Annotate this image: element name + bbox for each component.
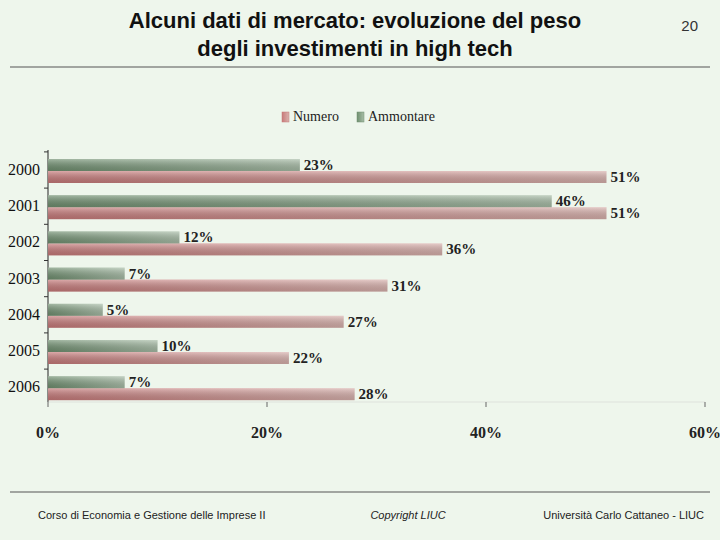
bar	[48, 243, 442, 255]
bar-shade	[48, 243, 442, 255]
data-label: 28%	[359, 386, 389, 402]
data-label: 27%	[348, 314, 378, 330]
page-number: 20	[681, 17, 698, 34]
bar	[48, 280, 387, 292]
x-tick-label: 40%	[470, 424, 502, 441]
data-label: 46%	[556, 193, 586, 209]
slide: Alcuni dati di mercato: evoluzione del p…	[0, 0, 720, 540]
bar	[48, 316, 344, 328]
data-label: 36%	[446, 241, 476, 257]
category-tick	[44, 369, 48, 370]
x-tick-label: 0%	[36, 424, 60, 441]
x-tick-label: 60%	[689, 424, 720, 441]
category-tick	[44, 151, 48, 152]
data-label: 7%	[129, 266, 152, 282]
data-label: 23%	[304, 157, 334, 173]
bar	[48, 231, 179, 243]
footer-center: Copyright LIUC	[370, 509, 445, 521]
category-label: 2001	[8, 197, 40, 214]
slide-title: Alcuni dati di mercato: evoluzione del p…	[129, 8, 581, 33]
bar	[48, 388, 355, 400]
x-tick	[486, 402, 487, 407]
data-label: 10%	[162, 338, 192, 354]
data-label: 7%	[129, 374, 152, 390]
data-label: 51%	[610, 169, 640, 185]
footer-left: Corso di Economia e Gestione delle Impre…	[38, 509, 265, 521]
title-rule	[10, 67, 710, 68]
category-tick	[44, 260, 48, 261]
bar	[48, 268, 125, 280]
bar-shade	[48, 388, 355, 400]
bar	[48, 159, 300, 171]
bar-shade	[48, 195, 552, 207]
bar	[48, 376, 125, 388]
x-tick-label: 20%	[251, 424, 283, 441]
slide-title: degli investimenti in high tech	[197, 36, 512, 61]
bar	[48, 195, 552, 207]
category-label: 2000	[8, 161, 40, 178]
bar-shade	[48, 304, 103, 316]
category-label: 2006	[8, 378, 40, 395]
x-tick	[705, 402, 706, 407]
category-tick	[44, 224, 48, 225]
data-label: 51%	[610, 205, 640, 221]
data-label: 31%	[391, 278, 421, 294]
category-label: 2004	[8, 306, 40, 323]
category-label: 2002	[8, 233, 40, 250]
bar-shade	[48, 316, 344, 328]
bar-shade	[48, 280, 387, 292]
x-tick	[48, 402, 49, 407]
category-tick	[44, 188, 48, 189]
bar-shade	[48, 376, 125, 388]
background	[0, 0, 720, 540]
bar	[48, 340, 158, 352]
data-label: 22%	[293, 350, 323, 366]
bars	[48, 159, 606, 400]
legend-label: Numero	[293, 109, 339, 124]
data-label: 12%	[183, 229, 213, 245]
category-label: 2005	[8, 342, 40, 359]
bar-shade	[48, 340, 158, 352]
legend-swatch	[357, 112, 364, 122]
footer-right: Università Carlo Cattaneo - LIUC	[543, 509, 704, 521]
bar	[48, 207, 606, 219]
category-tick	[44, 296, 48, 297]
bar-shade	[48, 207, 606, 219]
category-tick	[44, 332, 48, 333]
bar	[48, 304, 103, 316]
bar-shade	[48, 231, 179, 243]
legend-label: Ammontare	[368, 109, 435, 124]
bar-shade	[48, 268, 125, 280]
category-label: 2003	[8, 270, 40, 287]
bar-shade	[48, 159, 300, 171]
legend-swatch	[282, 112, 289, 122]
data-labels: 51% 51% 36% 31% 27% 22% 28% 23% 46% 12% 7% 5% 10% 7%	[107, 157, 641, 402]
x-tick	[267, 402, 268, 407]
data-label: 5%	[107, 302, 130, 318]
footer-rule	[10, 492, 710, 493]
